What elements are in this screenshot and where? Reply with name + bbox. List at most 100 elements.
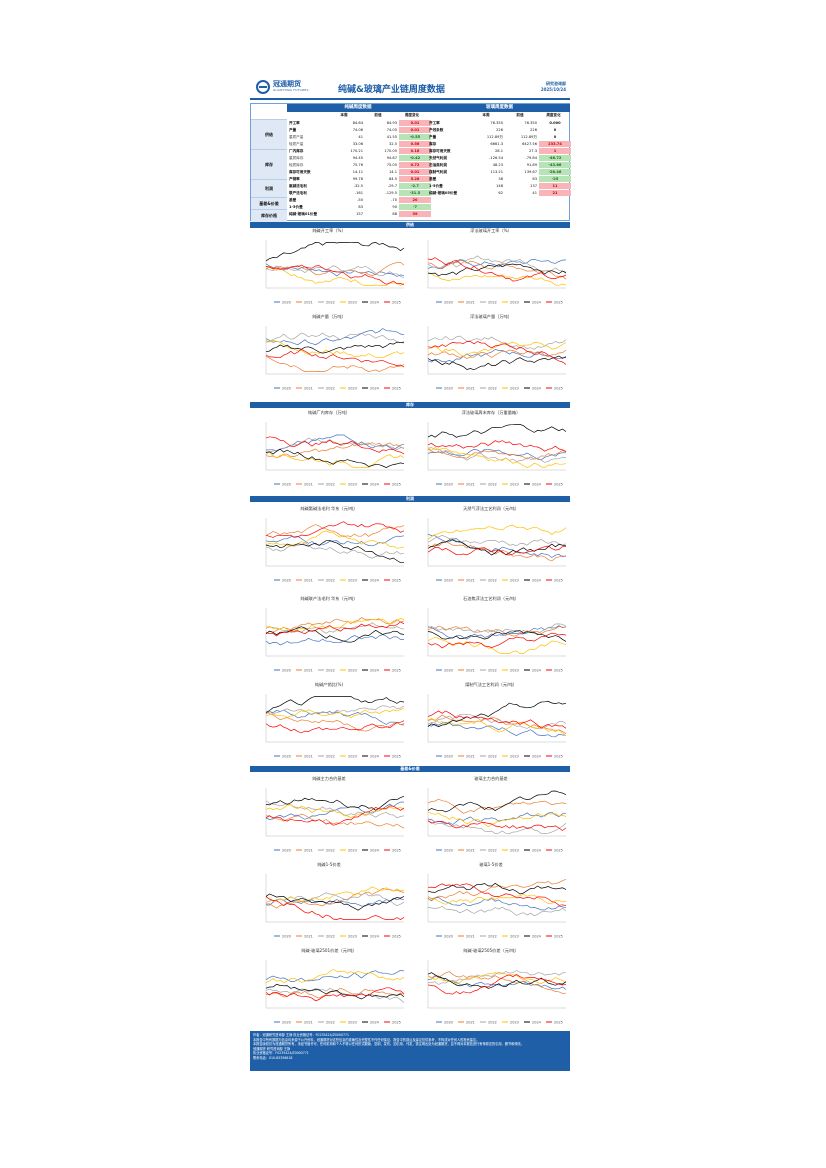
- legend-label: 2023: [510, 301, 519, 305]
- value-weekly-change: 0.01: [399, 120, 431, 126]
- legend-label: 2025: [554, 1021, 563, 1025]
- series-line: [427, 349, 567, 363]
- legend-label: 2025: [554, 301, 563, 305]
- series-line: [427, 533, 567, 558]
- chart-plot: 2020 2021 2022 2023 2024 2025: [265, 694, 405, 759]
- footer-license: 执业资格证号：F0235424/Z0000771: [253, 1051, 309, 1056]
- legend-label: 2023: [348, 849, 357, 853]
- series-line: [427, 811, 567, 828]
- row-label: 轻质库存: [289, 163, 304, 167]
- chart-plot: 2020 2021 2022 2023 2024 2025: [427, 694, 567, 759]
- chart-title: 石油焦浮法工艺利润（元/吨）: [463, 596, 519, 601]
- legend-label: 2024: [370, 579, 380, 583]
- legend-label: 2025: [554, 849, 563, 853]
- legend-label: 2025: [392, 849, 401, 853]
- chart-title: 浮法玻璃周末库存（万重量箱）: [461, 410, 521, 415]
- value-last-week: 14.1: [388, 170, 397, 174]
- series-line: [427, 341, 567, 365]
- chart-title: 纯碱主力合约基差: [312, 776, 346, 781]
- series-line: [427, 701, 567, 728]
- legend-label: 2024: [532, 755, 542, 759]
- chart-c17: 纯碱-玻璃2501价差（元/吨） 2020 2021 2022 2023 2024 2025: [250, 948, 408, 1028]
- series-line: [265, 805, 405, 826]
- section-bar-basis: 基差&价差: [250, 766, 570, 772]
- value-weekly-change: -0.42: [399, 155, 431, 161]
- value-this-week: 41: [358, 135, 363, 139]
- legend-label: 2023: [510, 1021, 519, 1025]
- series-line: [427, 257, 567, 282]
- row-group-label: 库存价格: [251, 209, 287, 222]
- value-last-week: 76.350: [524, 121, 537, 125]
- legend-label: 2020: [282, 935, 291, 939]
- value-last-week: -79.84: [525, 156, 537, 160]
- row-label: 库存可用天数: [429, 149, 451, 153]
- value-this-week: 99.78: [352, 177, 363, 181]
- series-line: [265, 242, 405, 262]
- legend-label: 2022: [488, 935, 497, 939]
- value-last-week: -129.5: [385, 191, 397, 195]
- legend-label: 2021: [304, 669, 313, 673]
- series-line: [427, 970, 567, 985]
- row-label: 氨碱法毛利: [289, 184, 307, 188]
- legend-label: 2022: [488, 387, 497, 391]
- department: 研究咨询部: [546, 81, 566, 86]
- value-weekly-change: 0.01: [399, 127, 431, 133]
- value-weekly-change: -43.66: [539, 162, 571, 168]
- legend-label: 2025: [554, 387, 563, 391]
- chart-plot: 2020 2021 2022 2023 2024 2025: [265, 960, 405, 1025]
- chart-plot: 2020 2021 2022 2023 2024 2025: [265, 788, 405, 853]
- chart-plot: 2020 2021 2022 2023 2024 2025: [427, 326, 567, 391]
- series-line: [427, 820, 567, 834]
- series-line: [265, 696, 405, 713]
- series-line: [265, 542, 405, 559]
- series-line: [427, 263, 567, 277]
- value-last-week: 90: [392, 205, 397, 209]
- chart-c7: 纯碱氨碱法毛利 华东（元/吨） 2020 2021 2022 2023 2024 2025: [250, 506, 408, 586]
- value-this-week: 6661.3: [490, 142, 503, 146]
- chart-c2: 浮法玻璃开工率（%） 2020 2021 2022 2023 2024 2025: [412, 228, 570, 308]
- value-last-week: -70: [391, 198, 397, 202]
- series-line: [427, 447, 567, 463]
- chart-plot: 2020 2021 2022 2023 2024 2025: [265, 874, 405, 939]
- row-label: 库存可用天数: [289, 170, 311, 174]
- chart-title: 纯碱厂内库存（万吨）: [308, 410, 350, 415]
- series-line: [427, 975, 567, 990]
- series-line: [427, 971, 567, 994]
- footer-phone: 联系电话：010-85356618: [253, 1055, 293, 1060]
- series-line: [427, 535, 567, 547]
- chart-plot: 2020 2021 2022 2023 2024 2025: [427, 518, 567, 583]
- legend-label: 2024: [532, 669, 542, 673]
- series-line: [265, 530, 405, 549]
- report-date: 2025/10/24: [540, 87, 566, 92]
- legend-label: 2024: [370, 1021, 380, 1025]
- value-last-week: 170.05: [384, 149, 397, 153]
- row-label: 产量: [289, 128, 297, 132]
- series-line: [265, 813, 405, 829]
- row-label: 1-5价差: [289, 205, 303, 209]
- series-line: [265, 626, 405, 643]
- report-title: 纯碱&玻璃产业链周度数据: [338, 85, 445, 95]
- series-line: [427, 424, 567, 438]
- chart-plot: 2020 2021 2022 2023 2024 2025: [265, 326, 405, 391]
- footer-copyright: 本报告版权仅为冠通期货所有，未经书面许可，任何机构和个人不得以任何形式翻版、复制…: [253, 1042, 524, 1047]
- row-label: 1-5价差: [429, 184, 443, 188]
- legend-label: 2022: [326, 935, 335, 939]
- series-line: [427, 882, 567, 895]
- series-line: [427, 255, 567, 274]
- value-this-week: 148: [496, 184, 503, 188]
- legend-label: 2023: [348, 579, 357, 583]
- value-weekly-change: 0.56: [399, 141, 431, 147]
- legend-label: 2023: [510, 483, 519, 487]
- series-line: [427, 883, 567, 906]
- value-weekly-change: 0.72: [399, 162, 431, 168]
- report-footer: 作者：冠通研究咨询部 王静 执业资格证号：F0235424/Z0000771 本…: [250, 1031, 570, 1071]
- series-line: [427, 722, 567, 738]
- legend-label: 2021: [466, 301, 475, 305]
- value-weekly-change: 39: [399, 211, 431, 217]
- legend-label: 2020: [282, 755, 291, 759]
- value-last-week: 139.67: [524, 170, 537, 174]
- row-label: 产线条数: [429, 128, 444, 132]
- legend-label: 2024: [370, 755, 380, 759]
- chart-plot: 2020 2021 2022 2023 2024 2025: [427, 788, 567, 853]
- series-line: [265, 969, 405, 982]
